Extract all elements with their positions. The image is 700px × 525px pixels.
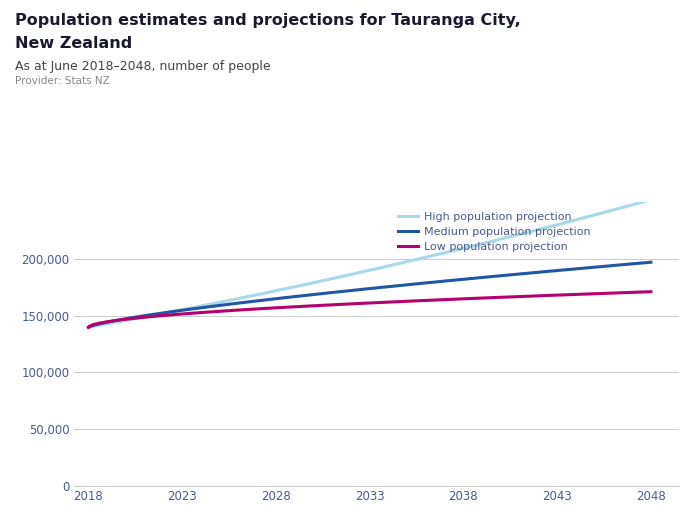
Text: figure.nz: figure.nz xyxy=(581,15,668,32)
Text: Provider: Stats NZ: Provider: Stats NZ xyxy=(15,76,110,86)
Text: New Zealand: New Zealand xyxy=(15,36,133,51)
Text: Population estimates and projections for Tauranga City,: Population estimates and projections for… xyxy=(15,13,521,28)
Legend: High population projection, Medium population projection, Low population project: High population projection, Medium popul… xyxy=(394,208,595,257)
Text: As at June 2018–2048, number of people: As at June 2018–2048, number of people xyxy=(15,60,271,73)
